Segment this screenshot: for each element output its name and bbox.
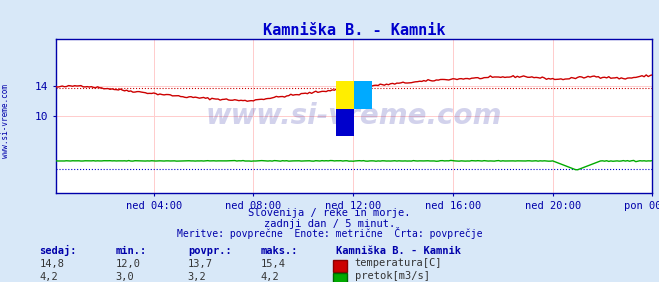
Text: Slovenija / reke in morje.: Slovenija / reke in morje. xyxy=(248,208,411,218)
Text: www.si-vreme.com: www.si-vreme.com xyxy=(206,102,502,130)
Text: 4,2: 4,2 xyxy=(260,272,279,282)
Title: Kamniška B. - Kamnik: Kamniška B. - Kamnik xyxy=(263,23,445,38)
Text: sedaj:: sedaj: xyxy=(40,245,77,256)
Text: 14,8: 14,8 xyxy=(40,259,65,269)
Text: maks.:: maks.: xyxy=(260,246,298,256)
Text: Meritve: povprečne  Enote: metrične  Črta: povprečje: Meritve: povprečne Enote: metrične Črta:… xyxy=(177,228,482,239)
Text: Kamniška B. - Kamnik: Kamniška B. - Kamnik xyxy=(336,246,461,256)
Text: 12,0: 12,0 xyxy=(115,259,140,269)
Text: www.si-vreme.com: www.si-vreme.com xyxy=(1,84,10,158)
Text: povpr.:: povpr.: xyxy=(188,246,231,256)
Text: 13,7: 13,7 xyxy=(188,259,213,269)
Text: 3,2: 3,2 xyxy=(188,272,206,282)
FancyBboxPatch shape xyxy=(355,81,372,109)
FancyBboxPatch shape xyxy=(336,81,355,109)
Text: zadnji dan / 5 minut.: zadnji dan / 5 minut. xyxy=(264,219,395,229)
FancyBboxPatch shape xyxy=(336,109,355,136)
Text: pretok[m3/s]: pretok[m3/s] xyxy=(355,271,430,281)
Text: 3,0: 3,0 xyxy=(115,272,134,282)
Text: 4,2: 4,2 xyxy=(40,272,58,282)
Text: min.:: min.: xyxy=(115,246,146,256)
Text: 15,4: 15,4 xyxy=(260,259,285,269)
Text: temperatura[C]: temperatura[C] xyxy=(355,259,442,268)
